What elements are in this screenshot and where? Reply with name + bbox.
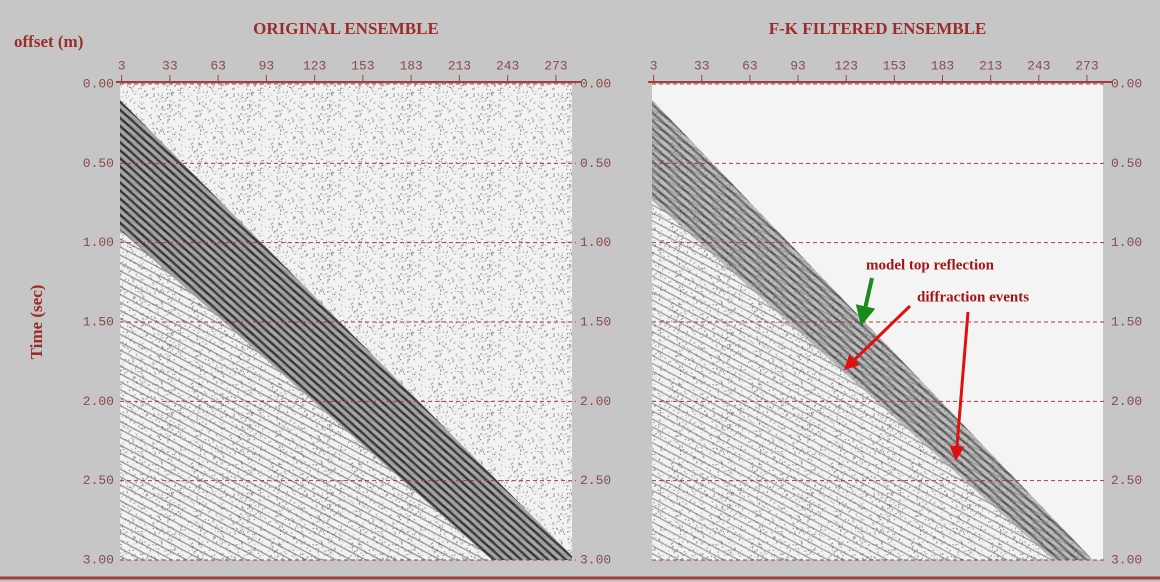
x-tick-label: 213 [448, 58, 471, 73]
y-tick-label: 2.00 [580, 394, 611, 409]
y-tick-label: 2.00 [1111, 394, 1142, 409]
x-tick-label: 3 [118, 58, 126, 73]
x-tick-label: 93 [259, 58, 275, 73]
x-tick-label: 273 [544, 58, 567, 73]
y-tick-label: 0.00 [1111, 76, 1142, 91]
x-tick-label: 153 [883, 58, 906, 73]
y-tick-label: 0.00 [580, 76, 611, 91]
y-axis-label: Time (sec) [27, 285, 46, 360]
x-tick-label: 273 [1075, 58, 1098, 73]
x-tick-label: 183 [399, 58, 422, 73]
y-tick-label: 0.00 [83, 76, 114, 91]
y-tick-label: 0.50 [83, 156, 114, 171]
x-tick-label: 33 [694, 58, 710, 73]
y-tick-label: 3.00 [580, 552, 611, 567]
y-tick-label: 3.00 [83, 552, 114, 567]
y-tick-label: 2.50 [83, 473, 114, 488]
y-tick-label: 1.50 [1111, 314, 1142, 329]
x-tick-label: 63 [742, 58, 758, 73]
panel-title: ORIGINAL ENSEMBLE [253, 19, 439, 38]
y-tick-label: 0.50 [1111, 156, 1142, 171]
y-tick-label: 1.00 [1111, 235, 1142, 250]
annotation: model top reflection [866, 257, 995, 273]
y-tick-label: 3.00 [1111, 552, 1142, 567]
x-tick-label: 243 [1027, 58, 1050, 73]
x-tick-label: 123 [303, 58, 326, 73]
x-tick-label: 183 [931, 58, 954, 73]
x-tick-label: 93 [790, 58, 806, 73]
panel-title: F-K FILTERED ENSEMBLE [769, 19, 987, 38]
x-tick-label: 33 [162, 58, 178, 73]
x-tick-label: 153 [351, 58, 374, 73]
figure: offset (m) Time (sec) ORIGINAL ENSEMBLE 3… [0, 0, 1160, 582]
x-tick-label: 3 [650, 58, 658, 73]
x-tick-label: 63 [210, 58, 226, 73]
x-tick-label: 213 [979, 58, 1002, 73]
y-tick-label: 1.00 [83, 235, 114, 250]
annotation: diffraction events [917, 289, 1029, 305]
y-tick-label: 1.50 [580, 314, 611, 329]
y-tick-label: 2.50 [1111, 473, 1142, 488]
x-tick-label: 123 [834, 58, 857, 73]
x-axis-label: offset (m) [14, 32, 83, 51]
y-tick-label: 2.50 [580, 473, 611, 488]
x-tick-label: 243 [496, 58, 519, 73]
y-tick-label: 2.00 [83, 394, 114, 409]
y-tick-label: 1.00 [580, 235, 611, 250]
y-tick-label: 0.50 [580, 156, 611, 171]
y-tick-label: 1.50 [83, 314, 114, 329]
